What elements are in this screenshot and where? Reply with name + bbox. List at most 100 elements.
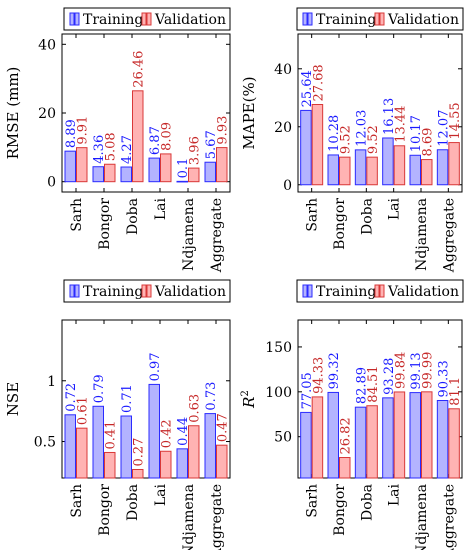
legend-swatch-validation — [374, 284, 380, 298]
legend-swatch-validation — [379, 284, 385, 298]
data-label-training: 82.89 — [355, 367, 370, 404]
legend-3: Training Validation — [63, 279, 231, 303]
data-label-training: 16.13 — [382, 98, 397, 135]
legend-label-validation: Validation — [154, 284, 226, 300]
x-tick-label: Doba — [125, 484, 141, 521]
data-label-validation: 8.09 — [160, 122, 175, 151]
data-label-training: 6.87 — [148, 126, 163, 155]
bar-validation — [188, 425, 200, 479]
chart-panel-1: 0 20 40 RMSE (mm) 8.899.91 Sarh 4.365.08 Bongor… — [4, 33, 231, 273]
x-tick-label: Ndjamena — [414, 484, 430, 550]
y-axis-label: MAPE(%) — [240, 76, 258, 149]
data-label-validation: 8.69 — [421, 128, 436, 157]
y-tick-label: 1 — [47, 374, 56, 390]
bar-training — [409, 392, 421, 479]
data-label-validation: 27.68 — [311, 64, 326, 101]
data-label-training: 0.97 — [148, 352, 163, 381]
bar-validation — [76, 427, 88, 479]
data-label-validation: 14.55 — [448, 102, 463, 139]
bar-validation — [76, 147, 88, 183]
bar-validation — [421, 391, 433, 479]
x-tick-label: Bongor — [97, 484, 113, 536]
data-label-validation: 94.33 — [311, 357, 326, 394]
legend-1: Training Validation — [63, 7, 231, 31]
data-label-training: 12.03 — [355, 110, 370, 147]
data-label-training: 99.32 — [327, 352, 342, 389]
data-label-validation: 81.1 — [448, 377, 463, 406]
data-label-validation: 9.52 — [339, 125, 354, 154]
bar-validation — [339, 457, 351, 479]
bar-training — [204, 161, 216, 183]
data-label-validation: 3.96 — [188, 136, 203, 165]
bar-training — [354, 406, 367, 479]
x-tick-label: Sarh — [305, 198, 321, 232]
legend-swatch-training — [307, 12, 313, 26]
bar-training — [64, 414, 76, 479]
bar-training — [436, 149, 449, 186]
y-tick-label: 40 — [274, 62, 292, 78]
x-tick-label: Lai — [387, 197, 403, 220]
data-label-validation: 26.82 — [339, 417, 354, 454]
data-label-validation: 0.41 — [104, 421, 119, 450]
bar-validation — [311, 104, 324, 186]
data-label-validation: 9.52 — [366, 125, 381, 154]
data-label-training: 10.17 — [409, 115, 424, 152]
data-label-validation: 5.08 — [104, 132, 119, 161]
y-tick-label: 40 — [38, 37, 56, 53]
bar-training — [300, 109, 312, 186]
legend-label-validation: Validation — [154, 12, 226, 28]
data-label-validation: 99.99 — [421, 352, 436, 389]
bar-validation — [132, 90, 144, 183]
y-tick-label: 150 — [265, 340, 292, 356]
data-label-validation: 0.27 — [132, 438, 147, 467]
bar-training — [148, 383, 160, 479]
x-tick-label: Aggregate — [441, 198, 457, 273]
bar-validation — [339, 156, 351, 186]
legend-swatch-validation — [146, 284, 152, 298]
bar-validation — [104, 451, 116, 479]
data-label-training: 4.36 — [92, 135, 107, 164]
data-label-training: 10.28 — [327, 115, 342, 152]
legend-label-training: Training — [316, 12, 376, 28]
data-label-validation: 0.61 — [76, 396, 91, 425]
bar-training — [92, 405, 104, 479]
data-label-training: 93.28 — [382, 358, 397, 395]
legend-swatch-training — [302, 284, 308, 298]
plot-frame — [297, 319, 463, 479]
bar-training — [409, 154, 421, 186]
x-tick-label: Lai — [387, 483, 403, 506]
legend-swatch-validation — [141, 284, 147, 298]
chart-panel-3: 0.5 1 NSE 0.720.61 Sarh 0.79 0.41 Bongor 0.71 0.2… — [4, 319, 231, 550]
bar-validation — [448, 408, 460, 479]
y-tick-label: 100 — [265, 385, 292, 401]
data-label-validation: 0.42 — [160, 419, 175, 448]
data-label-validation: 26.46 — [132, 51, 147, 88]
data-label-training: 25.64 — [300, 70, 315, 107]
data-label-validation: 84.51 — [366, 366, 381, 403]
bar-validation — [421, 159, 433, 186]
data-label-training: 99.13 — [409, 352, 424, 389]
bar-training — [204, 413, 216, 479]
x-tick-label: Aggregate — [441, 484, 457, 550]
x-tick-label: Doba — [359, 484, 375, 521]
bar-training — [300, 411, 312, 479]
x-tick-label: Bongor — [332, 198, 348, 250]
legend-label-training: Training — [83, 12, 143, 28]
bar-training — [120, 415, 132, 479]
bar-training — [92, 166, 104, 183]
data-label-training: 5.67 — [204, 130, 219, 159]
x-tick-label: Lai — [153, 483, 169, 506]
data-label-training: 12.07 — [437, 110, 452, 147]
data-label-training: 0.71 — [120, 384, 135, 413]
bar-training — [354, 149, 367, 186]
legend-label-training: Training — [316, 284, 376, 300]
y-axis-label: RMSE (mm) — [4, 67, 22, 160]
bar-training — [327, 154, 339, 186]
x-tick-label: Bongor — [332, 484, 348, 536]
y-tick-label: 0.5 — [34, 435, 56, 451]
data-label-validation: 99.84 — [393, 352, 408, 389]
legend-label-validation: Validation — [387, 284, 459, 300]
